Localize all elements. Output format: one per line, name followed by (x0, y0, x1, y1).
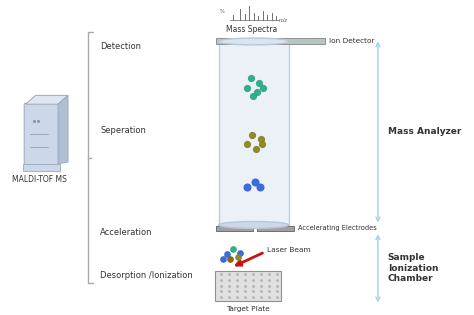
Bar (257, 226, 294, 231)
Text: Accelerating Electrodes: Accelerating Electrodes (298, 225, 377, 232)
Bar (23, 164, 60, 171)
Text: Mass Analyzer: Mass Analyzer (388, 128, 461, 136)
Text: Acceleration: Acceleration (100, 228, 153, 237)
Bar (215, 271, 281, 301)
Text: m/z: m/z (279, 17, 287, 22)
Text: Seperation: Seperation (100, 126, 146, 135)
Polygon shape (26, 95, 68, 104)
Text: Target Plate: Target Plate (226, 306, 270, 312)
Text: Desorption /Ionization: Desorption /Ionization (100, 271, 193, 280)
Text: Ion Detector: Ion Detector (329, 38, 375, 44)
Ellipse shape (219, 221, 289, 228)
Bar (217, 226, 254, 231)
Text: Mass Spectra: Mass Spectra (226, 25, 277, 33)
Text: Sample
Ionization
Chamber: Sample Ionization Chamber (388, 254, 438, 283)
FancyBboxPatch shape (24, 103, 59, 165)
Text: MALDI-TOF MS: MALDI-TOF MS (12, 175, 67, 184)
Text: Laser Beam: Laser Beam (267, 247, 311, 253)
Text: Detection: Detection (100, 42, 141, 51)
Ellipse shape (219, 38, 289, 45)
Bar (217, 38, 325, 44)
Bar (219, 42, 289, 225)
Text: %: % (220, 9, 225, 14)
Polygon shape (58, 95, 68, 164)
